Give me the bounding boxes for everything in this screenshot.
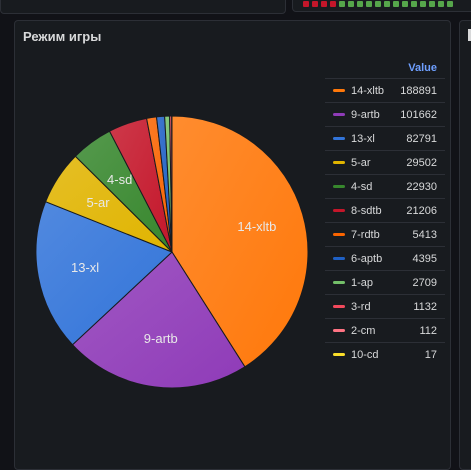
legend-label: 2-cm — [351, 325, 419, 337]
legend-label: 5-ar — [351, 157, 406, 169]
legend-label: 7-rdtb — [351, 229, 413, 241]
legend-value: 82791 — [406, 133, 437, 145]
legend-value: 188891 — [400, 85, 437, 97]
legend-swatch — [333, 209, 345, 212]
pie-label-9-artb: 9-artb — [144, 331, 178, 346]
pie-label-5-ar: 5-ar — [86, 195, 110, 210]
legend-swatch — [333, 257, 345, 260]
legend-swatch — [333, 161, 345, 164]
pie-label-4-sd: 4-sd — [107, 172, 132, 187]
legend-value: 5413 — [413, 229, 437, 241]
legend-value: 29502 — [406, 157, 437, 169]
legend-swatch — [333, 113, 345, 116]
legend-label: 14-xltb — [351, 85, 400, 97]
legend-label: 10-cd — [351, 349, 425, 361]
legend-label: 6-aptb — [351, 253, 413, 265]
legend-label: 3-rd — [351, 301, 413, 313]
pie-label-13-xl: 13-xl — [71, 260, 99, 275]
legend-swatch — [333, 137, 345, 140]
legend-swatch — [333, 305, 345, 308]
legend-value: 112 — [419, 325, 437, 337]
legend-label: 9-artb — [351, 109, 400, 121]
legend-value: 21206 — [406, 205, 437, 217]
legend-swatch — [333, 329, 345, 332]
legend-value: 1132 — [413, 301, 437, 313]
legend-value-header[interactable]: Value — [325, 58, 445, 78]
legend-value: 2709 — [413, 277, 437, 289]
legend-label: 4-sd — [351, 181, 406, 193]
pie-label-14-xltb: 14-xltb — [237, 219, 276, 234]
legend-label: 8-sdtb — [351, 205, 406, 217]
legend-label: 13-xl — [351, 133, 406, 145]
legend-swatch — [333, 89, 345, 92]
legend-value: 17 — [425, 349, 437, 361]
legend-swatch — [333, 353, 345, 356]
legend-swatch — [333, 185, 345, 188]
legend-label: 1-ap — [351, 277, 413, 289]
legend-swatch — [333, 233, 345, 236]
legend-swatch — [333, 281, 345, 284]
legend-value: 22930 — [406, 181, 437, 193]
legend-value: 4395 — [413, 253, 437, 265]
legend-value: 101662 — [400, 109, 437, 121]
